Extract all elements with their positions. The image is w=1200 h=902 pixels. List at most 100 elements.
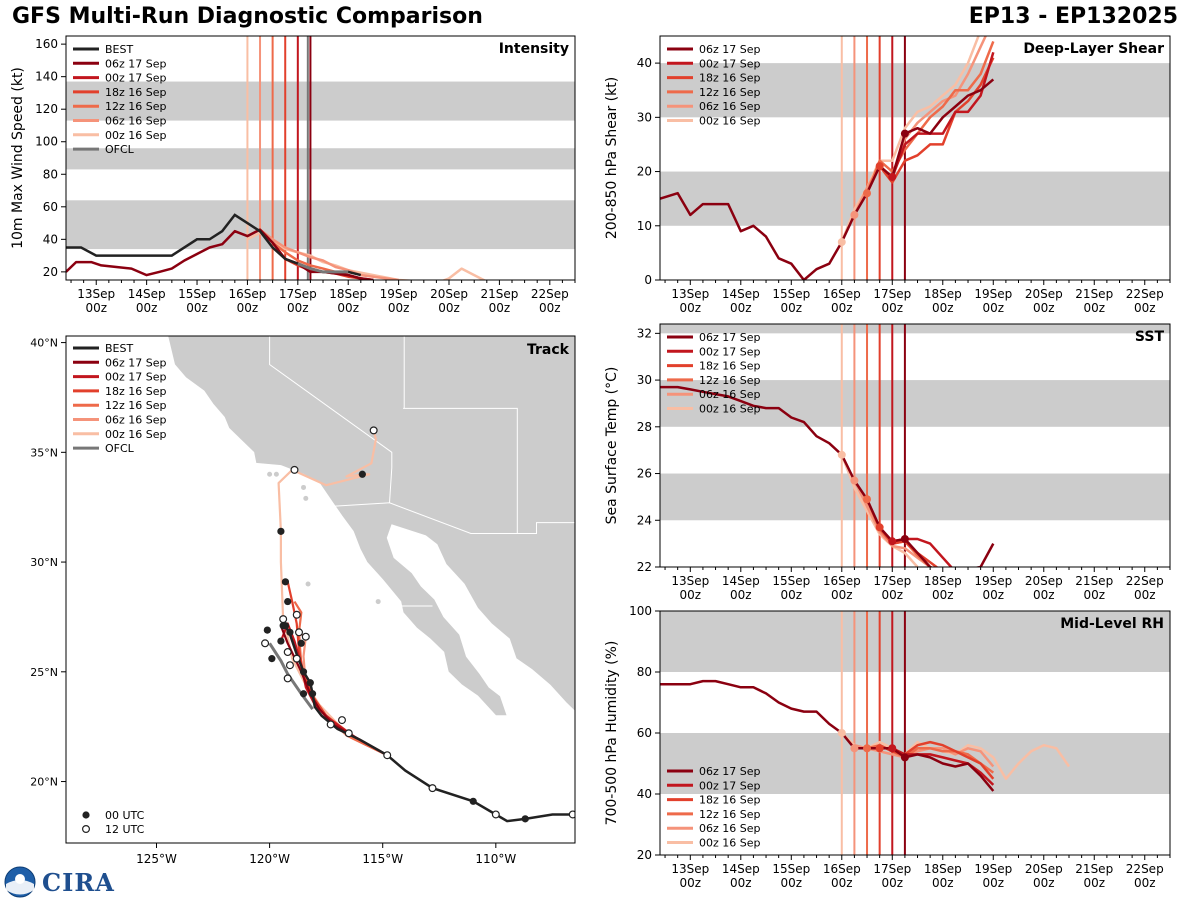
intensity-legend-label: OFCL	[105, 143, 135, 156]
track-dot-12utc	[283, 648, 292, 657]
track-dot-12utc	[292, 610, 301, 619]
shear-xtick-label2: 00z	[780, 301, 802, 315]
shear-frame	[659, 35, 1171, 281]
rh-xtick-label2: 00z	[680, 876, 702, 890]
sst-ylabel: Sea Surface Temp (°C)	[604, 367, 620, 525]
shear-ytick-label: 0	[644, 273, 652, 287]
intensity-xtick-label2: 00z	[85, 301, 107, 315]
rh-xtick-label: 18Sep	[924, 862, 962, 876]
rh-series-1	[891, 747, 995, 786]
track-ytick-label: 35°N	[30, 446, 58, 459]
rh-xtick-label2: 00z	[982, 876, 1004, 890]
shear-xtick-label2: 00z	[680, 301, 702, 315]
rh-ytick-label: 20	[637, 848, 652, 862]
sst-ytick-label: 24	[637, 513, 652, 527]
track-dot-12utc	[295, 628, 304, 637]
shear-legend-label: 06z 16 Sep	[699, 100, 761, 113]
state-border	[403, 407, 518, 534]
rh-xtick-label2: 00z	[1134, 876, 1156, 890]
track-dot-12utc	[261, 639, 270, 648]
intensity-band	[66, 200, 575, 250]
intensity-xtick-label: 22Sep	[531, 287, 569, 301]
sst-init-marker	[837, 450, 846, 459]
panel-intensity: 13Sep00z14Sep00z15Sep00z16Sep00z17Sep00z…	[10, 35, 576, 315]
rh-init-marker	[850, 744, 859, 753]
track-dot-12utc	[285, 661, 294, 670]
shear-legend-label: 18z 16 Sep	[699, 72, 761, 85]
track-dot-00utc	[268, 655, 276, 663]
rh-plot	[660, 611, 1170, 855]
track-dot-00utc	[521, 815, 529, 823]
track-dot-00utc	[297, 639, 305, 647]
shear-xtick-label2: 00z	[982, 301, 1004, 315]
rh-ylabel: 700-500 hPa Humidity (%)	[604, 641, 620, 826]
intensity-xtick-label: 19Sep	[380, 287, 418, 301]
track-xtick-label: 125°W	[136, 852, 177, 866]
storm-id: EP13 - EP132025	[968, 4, 1178, 29]
intensity-ytick-label: 20	[43, 265, 58, 279]
intensity-xtick-label2: 00z	[337, 301, 359, 315]
track-plot	[167, 336, 575, 823]
shear-xtick-label2: 00z	[730, 301, 752, 315]
sst-series-5	[840, 454, 919, 567]
sst-init-marker	[863, 495, 872, 504]
intensity-legend-label: 18z 16 Sep	[105, 86, 167, 99]
track-marker-legend-label: 12 UTC	[105, 823, 145, 836]
sst-band	[660, 324, 1170, 334]
shear-init-marker	[863, 189, 872, 198]
track-legend-label: 06z 16 Sep	[105, 414, 167, 427]
island	[305, 581, 311, 587]
intensity-xtick-label2: 00z	[237, 301, 259, 315]
track-ytick-label: 40°N	[30, 337, 58, 350]
sst-init-marker	[900, 534, 909, 543]
rh-xtick-label: 15Sep	[772, 862, 810, 876]
sst-frame	[659, 323, 1171, 568]
shear-xtick-label2: 00z	[1033, 301, 1055, 315]
island	[301, 484, 307, 490]
panel-sst: 13Sep00z14Sep00z15Sep00z16Sep00z17Sep00z…	[604, 323, 1171, 602]
rh-xtick-label: 16Sep	[823, 862, 861, 876]
rh-ytick-label: 80	[637, 665, 652, 679]
sst-title: SST	[1135, 329, 1165, 345]
track-dot-12utc	[337, 716, 346, 725]
intensity-ofcl-track	[297, 262, 349, 274]
intensity-legend-label: 00z 16 Sep	[105, 129, 167, 142]
intensity-ytick-label: 140	[35, 70, 58, 84]
sst-ytick-label: 30	[637, 373, 652, 387]
rh-xtick-label2: 00z	[730, 876, 752, 890]
sst-ytick-label: 28	[637, 420, 652, 434]
intensity-ytick-label: 120	[35, 102, 58, 116]
track-ytick-label: 30°N	[30, 556, 58, 569]
track-dot-00utc	[469, 797, 477, 805]
track-legend-label: OFCL	[105, 442, 135, 455]
sst-xtick-label: 19Sep	[974, 574, 1012, 588]
shear-xtick-label: 15Sep	[772, 287, 810, 301]
shear-xtick-label: 17Sep	[873, 287, 911, 301]
rh-ytick-label: 60	[637, 726, 652, 740]
shear-init-marker	[900, 129, 909, 138]
sst-ytick-label: 32	[637, 326, 652, 340]
us-mexico-border	[335, 502, 575, 534]
rh-legend-label: 06z 16 Sep	[699, 822, 761, 835]
intensity-legend-label: 06z 16 Sep	[105, 115, 167, 128]
rh-title: Mid-Level RH	[1060, 616, 1164, 632]
shear-xtick-label2: 00z	[881, 301, 903, 315]
rh-band	[660, 611, 1170, 672]
shear-xtick-label: 21Sep	[1075, 287, 1113, 301]
track-legend-label: 00z 17 Sep	[105, 371, 167, 384]
shear-legend-label: 00z 17 Sep	[699, 57, 761, 70]
rh-xtick-label2: 00z	[932, 876, 954, 890]
track-dot-12utc	[283, 674, 292, 683]
sst-band	[660, 473, 1170, 521]
shear-series-3	[865, 40, 995, 194]
sst-xtick-label: 17Sep	[873, 574, 911, 588]
sst-xtick-label: 14Sep	[722, 574, 760, 588]
track-dot-12utc	[369, 426, 378, 435]
shear-xtick-label: 20Sep	[1025, 287, 1063, 301]
track-dot-00utc	[306, 679, 314, 687]
track-xtick-label: 115°W	[362, 852, 403, 866]
track-legend-dot-00	[82, 811, 90, 819]
track-dot-00utc	[263, 626, 271, 634]
rh-series-0	[660, 679, 995, 792]
land-mainland	[167, 336, 575, 717]
